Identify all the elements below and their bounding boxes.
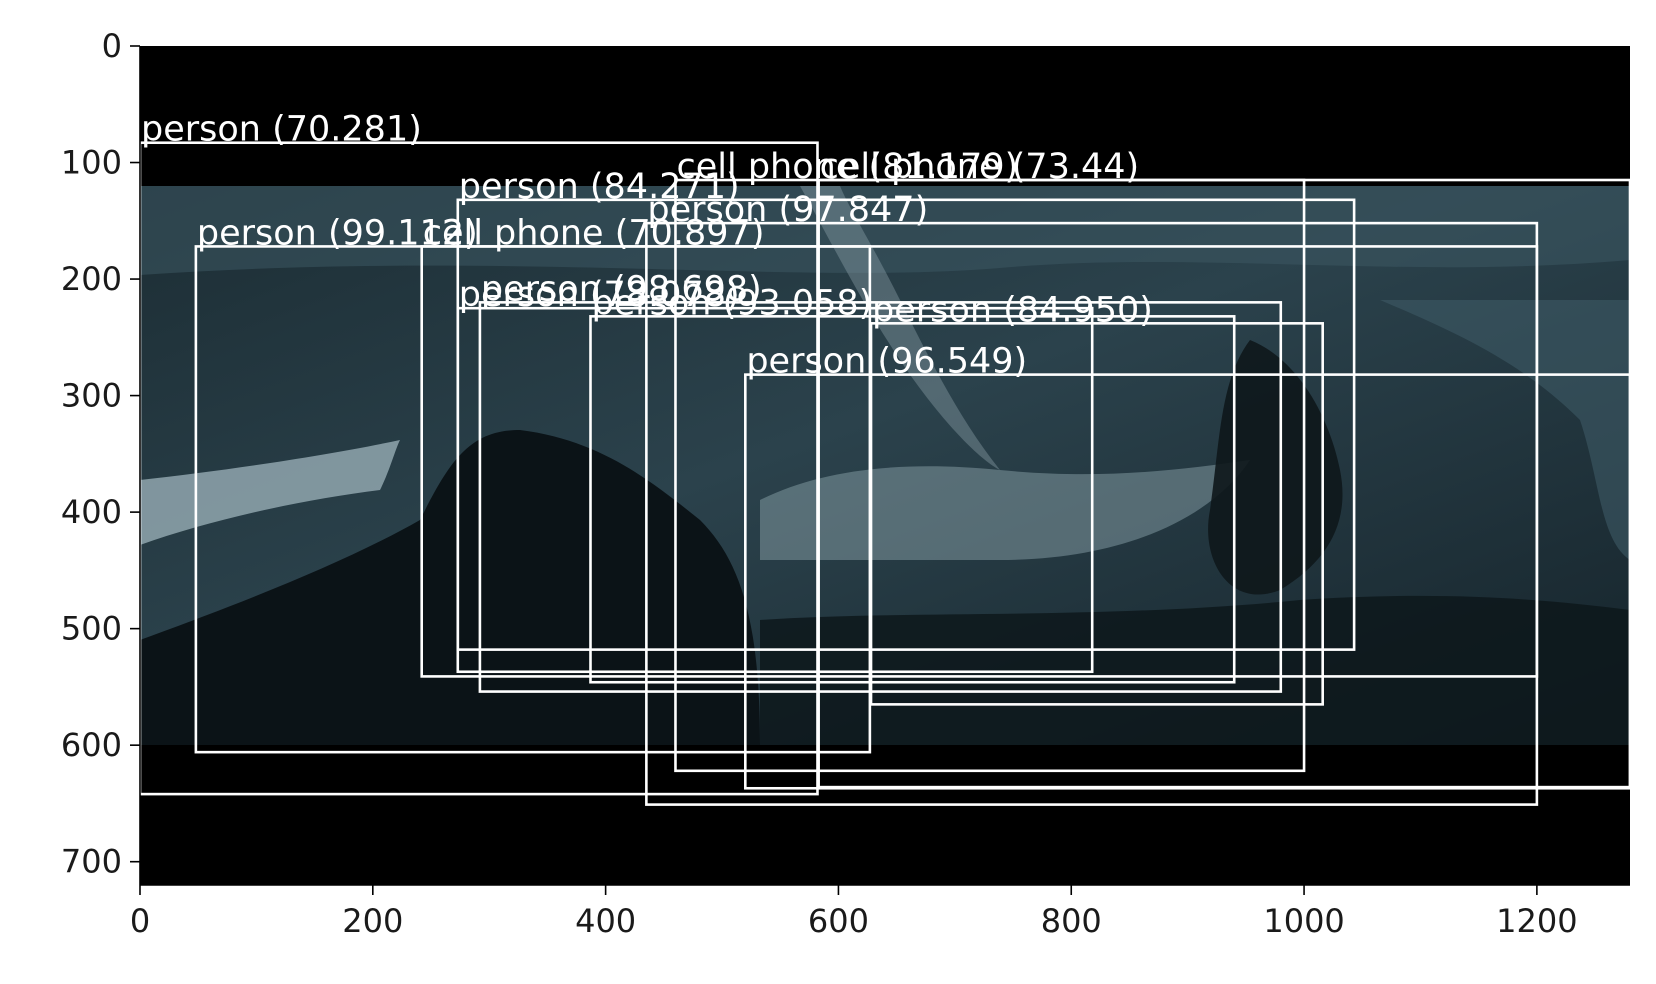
x-tick-label: 0 — [130, 902, 150, 940]
detection-labels: person (70.281)cell phone (81.179)cell p… — [141, 110, 1153, 382]
x-tick-label: 200 — [342, 902, 403, 940]
scene-right-patch — [1380, 300, 1630, 560]
y-tick-label: 200 — [61, 260, 122, 298]
detection-label: person (96.549) — [746, 342, 1027, 382]
scene-dark-rock — [140, 430, 760, 745]
y-tick-label: 400 — [61, 493, 122, 531]
detection-box — [744, 373, 1630, 790]
y-tick-label: 700 — [61, 843, 122, 881]
x-tick-label: 600 — [808, 902, 869, 940]
detection-label: person (78.078) — [459, 275, 740, 315]
detection-label: cell phone (81.179) — [676, 147, 1018, 187]
x-tick-label: 800 — [1041, 902, 1102, 940]
y-tick-label: 500 — [61, 610, 122, 648]
scene-bright-shoulder — [760, 460, 1250, 560]
x-tick-label: 400 — [575, 902, 636, 940]
scene-light-streak — [800, 186, 1000, 470]
y-tick-label: 100 — [61, 144, 122, 182]
y-axis-ticks: 0 100 200 300 400 500 600 700 — [61, 27, 140, 881]
detection-box — [478, 301, 1283, 693]
scene-ice-left — [140, 440, 400, 545]
detection-label: cell phone (70.897) — [423, 213, 765, 253]
scene-haze — [140, 186, 1630, 275]
detection-label: person (93.058) — [591, 283, 872, 323]
x-axis-ticks: 0 200 400 600 800 1000 1200 — [130, 885, 1578, 940]
detection-label: person (84.271) — [459, 167, 740, 207]
detection-label: person (97.847) — [647, 190, 928, 230]
detection-boxes — [140, 141, 1630, 806]
detection-box — [589, 315, 1236, 684]
scene-right-figure — [1208, 340, 1343, 595]
detection-box — [456, 306, 1094, 674]
y-tick-label: 600 — [61, 726, 122, 764]
x-tick-label: 1000 — [1263, 902, 1344, 940]
y-tick-label: 300 — [61, 377, 122, 415]
detection-label: person (84.950) — [872, 290, 1153, 330]
detection-box — [869, 322, 1324, 706]
scene-floor — [760, 595, 1630, 745]
detection-label: cell phone (73.44) — [820, 147, 1140, 187]
detection-box — [420, 245, 1539, 678]
detection-label: person (70.281) — [141, 110, 422, 150]
x-tick-label: 1200 — [1496, 902, 1577, 940]
video-frame-image — [140, 46, 1630, 885]
detection-label: person (98.698) — [481, 269, 762, 309]
y-tick-label: 0 — [102, 27, 122, 65]
detection-label: person (99.112) — [197, 213, 478, 253]
